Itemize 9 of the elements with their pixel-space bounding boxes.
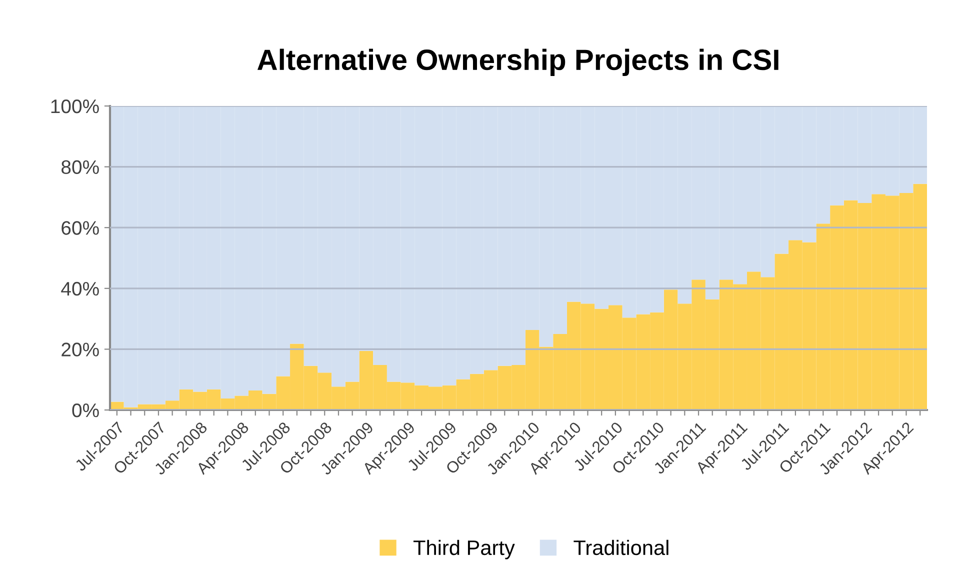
y-tick-label: 0% <box>72 403 99 418</box>
chart-title: Alternative Ownership Projects in CSI <box>257 48 778 76</box>
legend-label: Third Party <box>413 540 515 560</box>
legend-label: Traditional <box>574 540 668 556</box>
y-tick-label: 20% <box>62 342 99 356</box>
y-tick-label: 60% <box>62 221 99 235</box>
y-tick-label: 40% <box>61 282 99 296</box>
y-tick-label: 100% <box>51 99 99 114</box>
y-tick-label: 80% <box>62 160 99 174</box>
